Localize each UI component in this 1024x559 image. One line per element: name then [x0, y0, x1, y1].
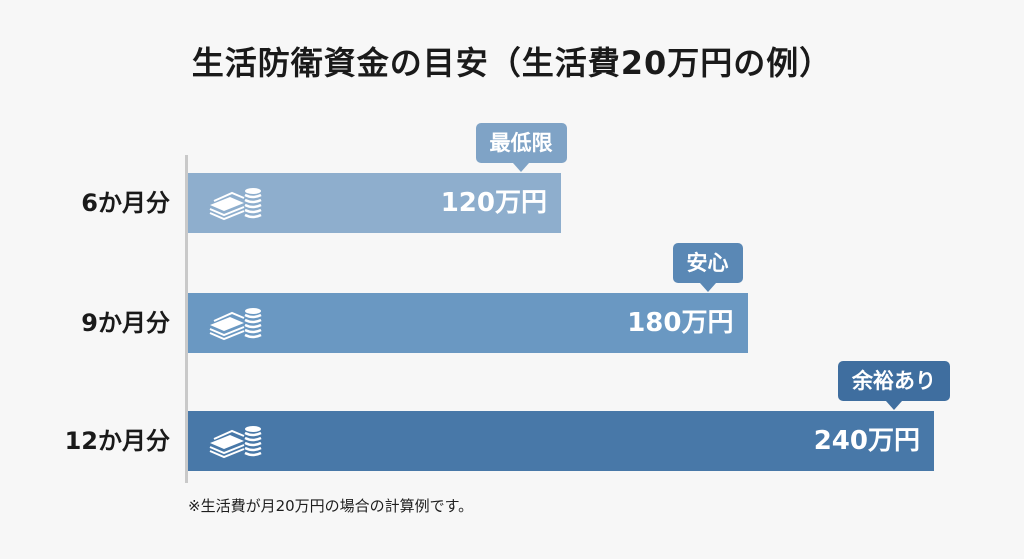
callout-label: 余裕あり — [838, 361, 950, 401]
y-axis-line — [185, 155, 188, 483]
chart-title: 生活防衛資金の目安（生活費20万円の例） — [191, 44, 833, 82]
data-label: 120万円 — [440, 188, 547, 218]
bar: 120万円 — [188, 173, 561, 233]
category-label: 6か月分 — [81, 189, 170, 217]
callout-pointer — [513, 163, 529, 172]
money-stack-coins-icon — [209, 308, 262, 341]
bar: 180万円 — [188, 293, 748, 353]
callout-pointer — [886, 401, 902, 410]
bar: 240万円 — [188, 411, 934, 471]
data-label: 240万円 — [813, 426, 920, 456]
money-stack-coins-icon — [209, 426, 262, 459]
footnote: ※生活費が月20万円の場合の計算例です。 — [188, 497, 474, 515]
callout-label: 最低限 — [475, 123, 567, 163]
category-label: 12か月分 — [64, 427, 170, 455]
callout-label: 安心 — [672, 243, 743, 283]
money-stack-coins-icon — [209, 188, 262, 221]
callout-pointer — [699, 283, 716, 292]
data-label: 180万円 — [627, 308, 734, 338]
category-label: 9か月分 — [81, 309, 170, 337]
